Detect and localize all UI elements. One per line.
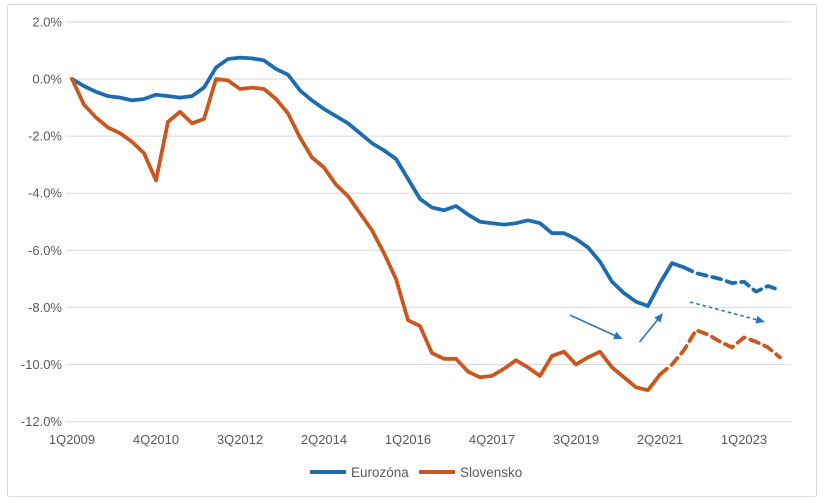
y-tick-label: 2.0% xyxy=(32,14,62,29)
x-tick-label: 1Q2009 xyxy=(49,432,95,447)
legend-label-eurozona: Eurozóna xyxy=(351,465,409,480)
x-tick-label: 2Q2014 xyxy=(301,432,347,447)
arrow-line-down-right xyxy=(569,314,615,337)
arrow-line-right-down xyxy=(689,301,757,321)
series-slovensko-line-solid xyxy=(70,77,662,393)
arrow-head-down-right xyxy=(613,331,623,340)
x-tick-label: 4Q2010 xyxy=(133,432,179,447)
y-tick-label: -4.0% xyxy=(28,186,62,201)
arrow-head-up-right xyxy=(654,313,663,323)
x-tick-label: 3Q2019 xyxy=(553,432,599,447)
y-tick-label: -8.0% xyxy=(28,300,62,315)
legend-label-slovensko: Slovensko xyxy=(460,465,522,480)
y-axis-labels: 2.0% 0.0% -2.0% -4.0% -6.0% -8.0% -10.0% -12.0% xyxy=(21,14,63,429)
y-tick-label: -12.0% xyxy=(21,414,63,429)
y-tick-label: -6.0% xyxy=(28,243,62,258)
x-tick-label: 3Q2012 xyxy=(217,432,263,447)
legend: Eurozóna Slovensko xyxy=(310,465,522,480)
series-slovensko-line-dashed xyxy=(658,328,782,377)
x-tick-label: 1Q2023 xyxy=(721,432,767,447)
arrow-head-right-down xyxy=(755,315,765,324)
x-tick-label: 2Q2021 xyxy=(637,432,683,447)
x-tick-label: 1Q2016 xyxy=(385,432,431,447)
y-tick-label: 0.0% xyxy=(32,72,62,87)
y-tick-label: -2.0% xyxy=(28,129,62,144)
arrow-line-up-right xyxy=(638,319,658,343)
series-eurozona-line-solid xyxy=(70,55,686,308)
series-eurozona-line-dashed xyxy=(682,265,782,294)
series-lines xyxy=(70,55,782,393)
y-tick-label: -10.0% xyxy=(21,357,63,372)
x-tick-label: 4Q2017 xyxy=(469,432,515,447)
x-axis-labels: 1Q2009 4Q2010 3Q2012 2Q2014 1Q2016 4Q2017 3Q20… xyxy=(49,432,767,447)
annotation-arrows xyxy=(569,301,765,343)
